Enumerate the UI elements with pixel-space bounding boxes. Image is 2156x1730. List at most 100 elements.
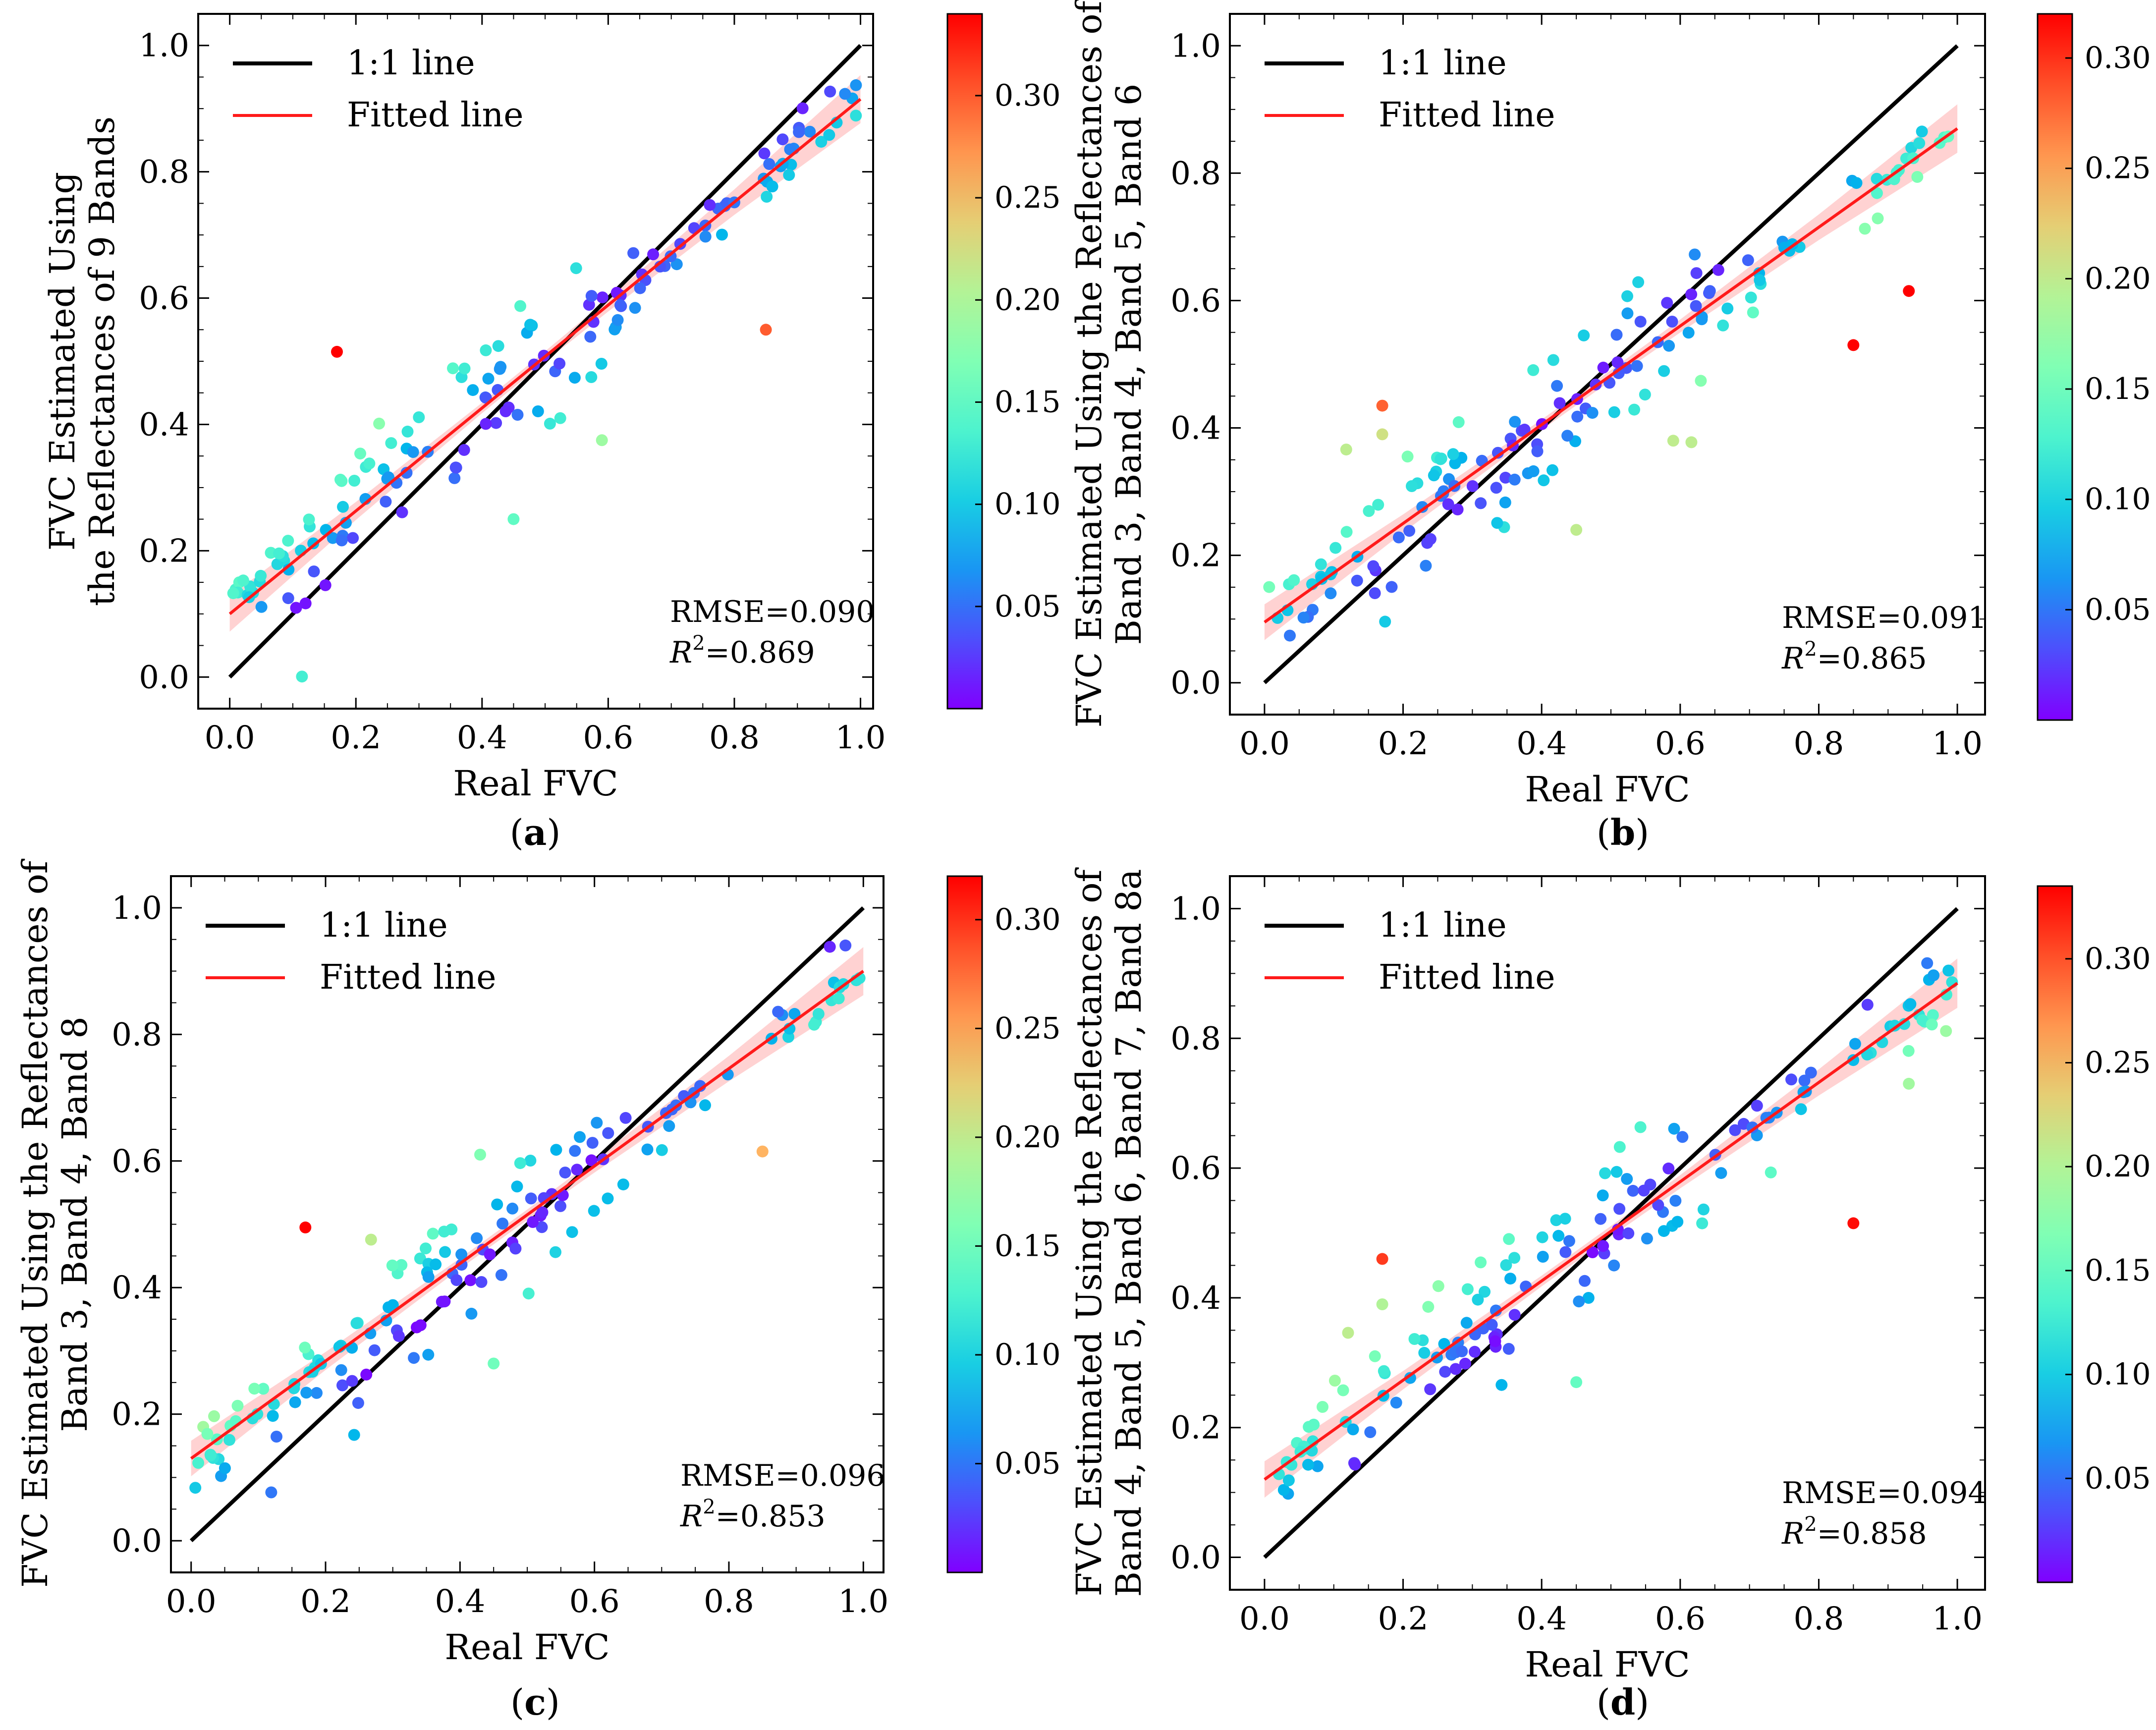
data-point <box>450 461 462 474</box>
data-point <box>208 1410 220 1422</box>
data-point <box>634 282 646 294</box>
data-point <box>368 1344 381 1356</box>
outlier-point <box>1903 1077 1915 1090</box>
data-point <box>793 126 805 138</box>
data-point <box>455 1248 468 1261</box>
data-point <box>1489 1335 1501 1347</box>
data-point <box>1795 1103 1807 1116</box>
data-point <box>1401 450 1414 463</box>
data-point <box>1582 1292 1595 1304</box>
subfigure-letter: a <box>524 811 547 853</box>
data-point <box>1729 1124 1741 1136</box>
data-point <box>1449 1363 1462 1375</box>
data-point <box>614 299 626 311</box>
data-point <box>204 1449 217 1461</box>
data-point <box>407 446 419 458</box>
data-point <box>484 1248 496 1261</box>
data-point <box>1508 473 1521 486</box>
data-point <box>1621 307 1634 320</box>
y-tick-label: 0.8 <box>111 1016 162 1053</box>
x-tick-label: 0.8 <box>704 1583 754 1620</box>
data-point <box>585 290 598 302</box>
data-point <box>766 180 778 193</box>
y-tick-label: 0.0 <box>111 1523 162 1560</box>
data-point <box>506 1202 519 1215</box>
data-point <box>1297 612 1310 624</box>
data-point <box>1527 465 1540 477</box>
data-point <box>1902 1045 1915 1057</box>
data-point <box>591 1116 603 1129</box>
data-point <box>1475 1256 1487 1269</box>
data-point <box>1613 1203 1626 1215</box>
subfigure-paren-close: ) <box>546 1681 560 1723</box>
data-point <box>1503 1233 1515 1245</box>
data-point <box>569 1145 581 1157</box>
data-point <box>1547 354 1559 366</box>
data-point <box>400 467 413 479</box>
data-point <box>758 147 771 160</box>
data-point <box>524 1155 537 1167</box>
rmse-text: RMSE=0.094 <box>1782 1476 1987 1510</box>
x-tick-label: 0.4 <box>1516 1601 1567 1637</box>
data-point <box>219 1462 231 1474</box>
subfigure-label: (c) <box>510 1681 560 1723</box>
data-point <box>1613 1141 1626 1153</box>
outlier-point <box>1376 1298 1388 1310</box>
data-point <box>1466 480 1479 492</box>
data-point <box>514 1157 526 1170</box>
data-point <box>1479 1285 1491 1298</box>
data-point <box>352 1397 364 1409</box>
data-point <box>1927 1009 1939 1021</box>
data-point <box>1916 1014 1929 1026</box>
data-point <box>627 247 640 259</box>
r2-text: R2=0.858 <box>1781 1513 1927 1551</box>
data-point <box>1559 1213 1571 1225</box>
data-point <box>1315 558 1327 570</box>
subfigure-label: (a) <box>510 811 561 853</box>
data-point <box>1940 1025 1952 1037</box>
outlier-point <box>596 434 608 446</box>
colorbar <box>946 875 983 1573</box>
subfigure-letter: c <box>524 1681 546 1723</box>
data-point <box>1913 137 1926 149</box>
data-point <box>584 331 597 343</box>
data-point <box>1472 1293 1484 1306</box>
data-point <box>386 1259 398 1272</box>
subfigure-paren-open: ( <box>510 1681 524 1723</box>
subfigure-letter: b <box>1610 811 1635 853</box>
data-point <box>568 372 581 384</box>
data-point <box>761 191 773 203</box>
data-point <box>1536 1231 1548 1243</box>
x-tick-label: 0.6 <box>1655 725 1706 762</box>
y-tick-label: 0.0 <box>1170 665 1221 702</box>
data-point <box>347 532 359 544</box>
data-point <box>1302 1458 1314 1471</box>
y-tick-label: 0.0 <box>1170 1540 1221 1576</box>
data-point <box>448 472 461 484</box>
subfigure-label: (d) <box>1597 1681 1650 1723</box>
data-point <box>554 412 566 424</box>
data-point <box>1717 319 1729 332</box>
colorbar-tick-label: 0.25 <box>995 1011 1061 1046</box>
y-tick-label: 0.4 <box>111 1270 162 1306</box>
r2-symbol: R <box>1781 1516 1804 1551</box>
data-point <box>1347 1423 1359 1436</box>
data-point <box>611 314 624 326</box>
data-point <box>1340 444 1352 456</box>
x-tick-label: 0.8 <box>1794 725 1844 762</box>
legend-label-one-to-one: 1:1 line <box>320 906 448 945</box>
data-point <box>1785 1073 1797 1086</box>
y-tick-label: 0.8 <box>1170 155 1221 192</box>
data-point <box>1690 267 1703 279</box>
colorbar-tick-label: 0.30 <box>995 902 1061 937</box>
colorbar-tick-label: 0.20 <box>995 1120 1061 1155</box>
data-point <box>716 228 728 241</box>
data-point <box>348 1429 360 1441</box>
data-point <box>1898 1018 1911 1030</box>
data-point <box>1610 329 1623 341</box>
legend-label-one-to-one: 1:1 line <box>1379 906 1507 945</box>
data-point <box>1552 1229 1565 1242</box>
data-point <box>776 133 789 146</box>
data-point <box>1597 1240 1609 1252</box>
data-point <box>395 1259 408 1271</box>
